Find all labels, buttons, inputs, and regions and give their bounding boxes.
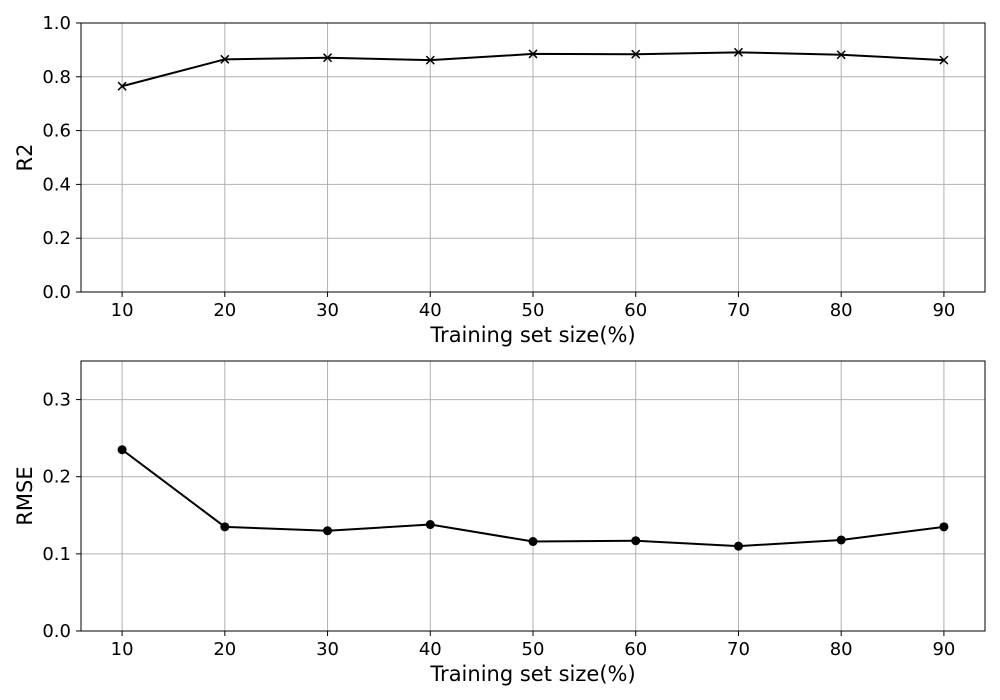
r2-xtick-label: 30: [316, 300, 339, 321]
rmse-ytick-label: 0.3: [42, 390, 71, 411]
rmse-data-point: [939, 522, 949, 532]
rmse-xtick-label: 20: [213, 639, 236, 660]
rmse-xtick-label: 80: [830, 639, 853, 660]
rmse-data-point: [425, 520, 435, 530]
rmse-xtick-label: 40: [419, 639, 442, 660]
r2-ytick-label: 0.8: [42, 67, 71, 88]
rmse-x-axis-label: Training set size(%): [429, 662, 635, 686]
r2-data-point: [117, 81, 127, 91]
r2-xtick-label: 90: [932, 300, 955, 321]
rmse-xtick-label: 10: [111, 639, 134, 660]
r2-data-point: [733, 47, 743, 57]
rmse-xtick-label: 90: [932, 639, 955, 660]
r2-xtick-label: 70: [727, 300, 750, 321]
r2-data-point: [631, 49, 641, 59]
r2-xtick-label: 60: [624, 300, 647, 321]
rmse-data-point: [220, 522, 230, 532]
r2-data-point: [323, 53, 333, 63]
rmse-xtick-label: 60: [624, 639, 647, 660]
rmse-data-point: [528, 537, 538, 547]
r2-ytick-label: 0.2: [42, 228, 71, 249]
r2-ytick-label: 0.0: [42, 282, 71, 303]
r2-data-point: [836, 50, 846, 60]
rmse-panel: 10 20 30 40 50 60 70 80 90 0.0 0.1 0.2 0.3 Training s…: [13, 360, 986, 686]
rmse-data-point: [631, 536, 641, 546]
r2-xtick-label: 20: [213, 300, 236, 321]
rmse-data-point: [117, 445, 127, 455]
r2-data-point: [528, 49, 538, 59]
r2-data-point: [220, 54, 230, 64]
r2-ytick-label: 1.0: [42, 13, 71, 34]
rmse-ytick-label: 0.2: [42, 467, 71, 488]
rmse-xtick-label: 70: [727, 639, 750, 660]
r2-ytick-label: 0.4: [42, 174, 71, 195]
r2-panel: 10 20 30 40 50 60 70 80 90 0.0 0.2 0.4 0.6 0.8 1.0 Trai…: [13, 13, 986, 347]
rmse-ytick-label: 0.0: [42, 621, 71, 642]
rmse-y-axis-label: RMSE: [13, 466, 37, 525]
r2-data-point: [425, 55, 435, 65]
r2-x-axis-label: Training set size(%): [429, 323, 635, 347]
rmse-data-point: [733, 541, 743, 551]
r2-y-axis-label: R2: [13, 144, 37, 172]
r2-xtick-label: 40: [419, 300, 442, 321]
rmse-xtick-label: 30: [316, 639, 339, 660]
rmse-data-point: [323, 526, 333, 536]
r2-xtick-label: 10: [111, 300, 134, 321]
rmse-ytick-label: 0.1: [42, 544, 71, 565]
r2-data-point: [939, 55, 949, 65]
r2-xtick-label: 50: [522, 300, 545, 321]
rmse-data-point: [836, 535, 846, 545]
r2-ytick-label: 0.6: [42, 121, 71, 142]
rmse-xtick-label: 50: [522, 639, 545, 660]
r2-xtick-label: 80: [830, 300, 853, 321]
